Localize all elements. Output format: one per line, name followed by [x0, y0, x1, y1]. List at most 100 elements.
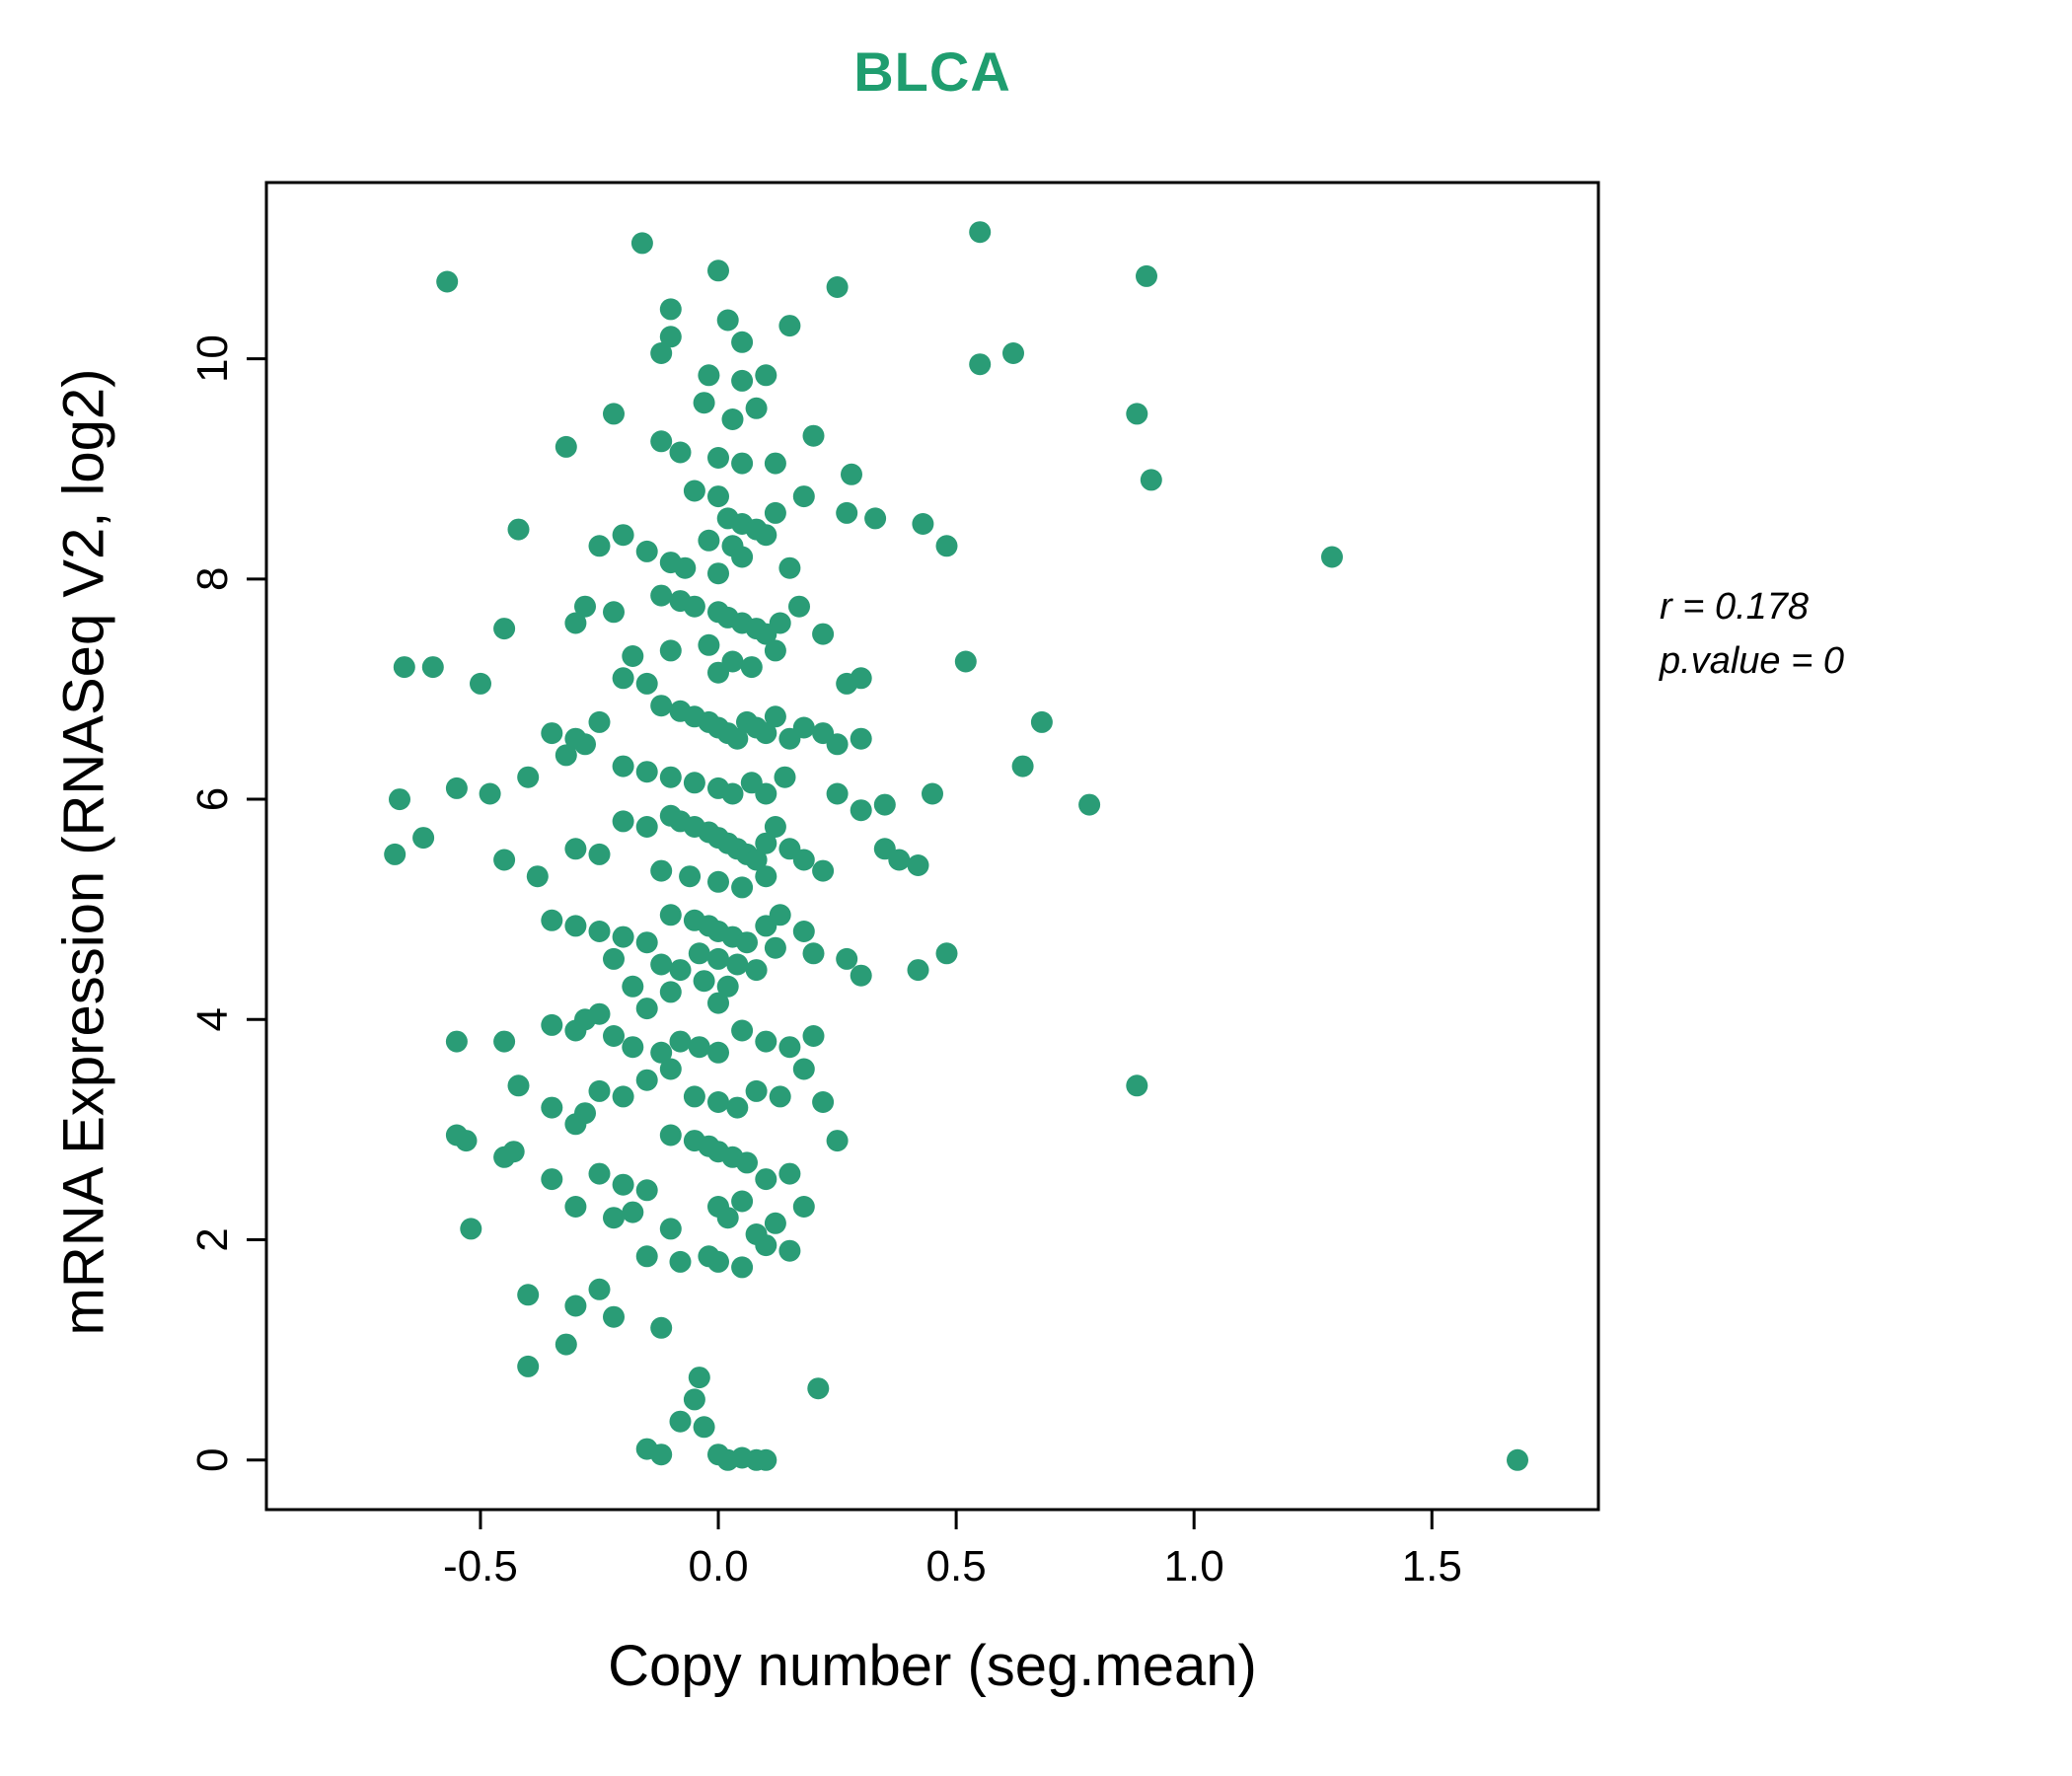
- data-point: [826, 1130, 849, 1152]
- data-point: [792, 716, 815, 739]
- data-point: [541, 1096, 563, 1119]
- data-point: [721, 408, 744, 430]
- data-point: [707, 870, 729, 893]
- data-point: [421, 656, 444, 679]
- data-point: [836, 947, 858, 970]
- data-point: [564, 915, 587, 937]
- x-tick-label: 0.5: [926, 1542, 987, 1591]
- data-point: [807, 1377, 830, 1400]
- data-point: [555, 435, 577, 458]
- data-point: [888, 849, 911, 871]
- data-point: [969, 353, 992, 376]
- data-point: [731, 452, 754, 475]
- data-point: [679, 865, 702, 888]
- data-point: [588, 710, 611, 733]
- y-tick-label: 6: [188, 787, 237, 811]
- data-point: [650, 1041, 673, 1064]
- data-point: [850, 727, 872, 750]
- data-point: [389, 788, 410, 811]
- data-point: [574, 733, 596, 756]
- data-point: [836, 501, 858, 524]
- data-point: [802, 942, 825, 965]
- data-point: [716, 975, 739, 998]
- data-point: [707, 992, 729, 1014]
- data-point: [479, 782, 501, 805]
- x-tick-label: 1.0: [1164, 1542, 1224, 1591]
- data-point: [635, 761, 658, 783]
- data-point: [731, 1019, 754, 1042]
- data-point: [436, 270, 459, 293]
- data-point: [635, 1245, 658, 1268]
- data-point: [555, 744, 577, 767]
- data-point: [778, 1162, 801, 1185]
- data-point: [612, 925, 634, 948]
- data-point: [721, 782, 744, 805]
- data-point: [1136, 264, 1157, 287]
- data-point: [622, 1201, 644, 1223]
- data-point: [445, 1030, 468, 1053]
- data-point: [564, 612, 587, 634]
- data-point: [603, 1207, 625, 1229]
- data-point: [541, 1013, 563, 1036]
- data-point: [612, 667, 634, 690]
- data-point: [603, 601, 625, 624]
- data-point: [740, 656, 763, 679]
- data-point: [698, 364, 720, 387]
- data-point: [493, 618, 516, 640]
- data-point: [669, 1250, 692, 1273]
- data-point: [1126, 1074, 1148, 1097]
- data-point: [826, 782, 849, 805]
- data-point: [850, 964, 872, 987]
- data-point: [774, 766, 796, 788]
- data-point: [707, 259, 729, 282]
- data-point: [745, 1079, 768, 1102]
- data-point: [836, 672, 858, 695]
- data-point: [650, 342, 673, 364]
- data-point: [707, 1091, 729, 1113]
- data-point: [564, 1295, 587, 1317]
- data-point: [731, 1190, 754, 1213]
- plot-box: [264, 181, 1600, 1512]
- data-point: [802, 1025, 825, 1047]
- data-point: [574, 1008, 596, 1031]
- data-point: [698, 633, 720, 656]
- data-point: [683, 772, 705, 794]
- data-point: [693, 970, 715, 993]
- y-tick-label: 2: [188, 1227, 237, 1251]
- data-point: [707, 485, 729, 508]
- data-point: [841, 463, 862, 485]
- data-point: [726, 1096, 749, 1119]
- data-point: [507, 1074, 530, 1097]
- data-point: [792, 485, 815, 508]
- x-tick-label: 1.5: [1402, 1542, 1462, 1591]
- data-point: [792, 1196, 815, 1218]
- data-point: [650, 1443, 673, 1466]
- y-tick-label: 8: [188, 567, 237, 591]
- data-point: [622, 1036, 644, 1059]
- data-point: [1030, 710, 1053, 733]
- data-point: [764, 452, 786, 475]
- data-point: [873, 793, 896, 816]
- data-point: [564, 1196, 587, 1218]
- data-point: [659, 639, 682, 662]
- data-point: [517, 1284, 540, 1306]
- data-point: [954, 650, 977, 673]
- data-point: [650, 953, 673, 976]
- data-point: [764, 1212, 786, 1234]
- y-axis-label: mRNA Expression (RNASeq V2, log2): [51, 368, 116, 1336]
- data-point: [393, 656, 415, 679]
- data-point: [588, 1162, 611, 1185]
- data-point: [707, 661, 729, 684]
- data-point: [731, 546, 754, 568]
- data-point: [493, 1030, 516, 1053]
- data-point: [755, 1030, 777, 1053]
- data-point: [755, 364, 777, 387]
- data-point: [588, 921, 611, 942]
- data-point: [635, 540, 658, 562]
- data-point: [659, 1058, 682, 1080]
- data-point: [612, 810, 634, 833]
- data-point: [659, 326, 682, 348]
- data-point: [517, 766, 540, 788]
- data-point: [659, 298, 682, 321]
- data-point: [792, 921, 815, 942]
